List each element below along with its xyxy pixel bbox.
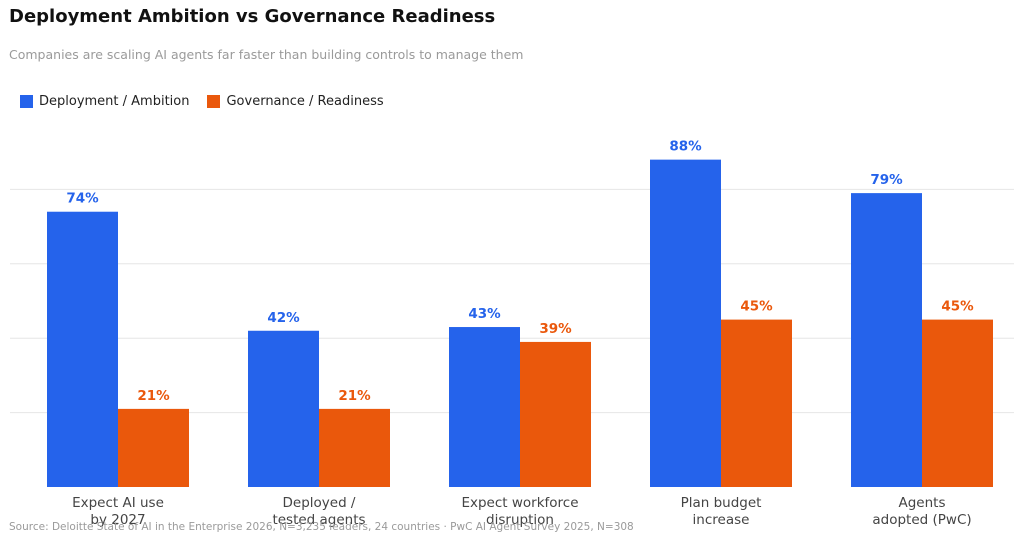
data-label: 21% <box>338 388 371 404</box>
data-label: 45% <box>740 299 773 315</box>
category-labels: Expect AI use by 2027 Deployed / tested age… <box>72 495 972 528</box>
bar-governance <box>721 319 792 487</box>
value-labels: 74% 21% 42% 21% 43% 39% 88% 45% 79% 45% <box>66 139 974 404</box>
bar-deployment <box>248 330 319 487</box>
bar-governance <box>922 319 993 487</box>
data-label: 21% <box>137 388 170 404</box>
category-label: Plan budget increase <box>681 495 762 528</box>
data-label: 79% <box>870 172 903 188</box>
bar-deployment <box>851 193 922 487</box>
bar-governance <box>520 341 591 487</box>
legend-label-governance: Governance / Readiness <box>226 94 384 109</box>
category-label: Agents adopted (PwC) <box>872 495 971 528</box>
category-label: Expect workforce disruption <box>461 495 578 528</box>
bar-deployment <box>650 159 721 487</box>
legend-item-deployment: Deployment / Ambition <box>20 94 189 109</box>
category-label: Expect AI use by 2027 <box>72 495 164 528</box>
bars <box>47 159 993 487</box>
data-label: 39% <box>539 321 572 337</box>
legend-label-deployment: Deployment / Ambition <box>39 94 190 109</box>
bar-governance <box>118 408 189 487</box>
bar-deployment <box>47 211 118 487</box>
data-label: 42% <box>267 310 300 326</box>
data-label: 43% <box>468 306 501 322</box>
bar-deployment <box>449 327 520 487</box>
source-note: Source: Deloitte State of AI in the Ente… <box>9 521 634 533</box>
legend: Deployment / Ambition Governance / Readi… <box>20 94 402 109</box>
legend-swatch-deployment <box>20 95 33 108</box>
data-label: 74% <box>66 191 99 207</box>
data-label: 88% <box>669 139 702 155</box>
data-label: 45% <box>941 299 974 315</box>
legend-item-governance: Governance / Readiness <box>207 94 384 109</box>
chart-subtitle: Companies are scaling AI agents far fast… <box>9 47 524 62</box>
chart-title: Deployment Ambition vs Governance Readin… <box>9 6 496 27</box>
legend-swatch-governance <box>207 95 221 108</box>
bar-governance <box>319 408 390 487</box>
category-label: Deployed / tested agents <box>272 495 365 528</box>
